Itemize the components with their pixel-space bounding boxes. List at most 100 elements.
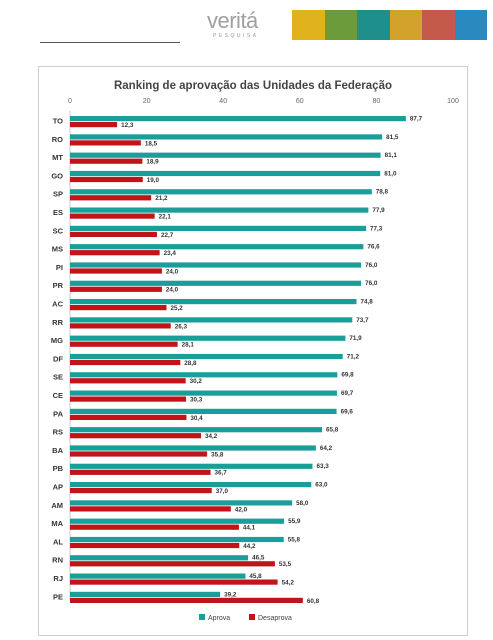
bar-desaprova-go [70, 176, 143, 183]
category-label-pi: PI [56, 263, 63, 272]
data-label-desaprova-rn: 53,5 [279, 561, 292, 568]
x-tick-label: 60 [296, 98, 304, 105]
data-label-aprova-rs: 65,8 [326, 427, 339, 434]
bar-desaprova-ce [70, 396, 187, 402]
category-label-go: GO [51, 171, 63, 180]
bar-desaprova-ma [70, 524, 239, 530]
data-label-desaprova-es: 22,1 [159, 214, 172, 221]
data-label-desaprova-ap: 37,0 [216, 488, 229, 495]
bar-aprova-pi [70, 262, 362, 268]
data-label-aprova-ac: 74,8 [360, 299, 373, 306]
data-label-aprova-sp: 78,8 [376, 189, 389, 196]
data-label-desaprova-rs: 34,2 [205, 433, 218, 440]
chart-frame: Ranking de aprovação das Unidades da Fed… [38, 66, 468, 636]
header-photo-banner [292, 10, 487, 40]
category-label-ms: MS [52, 245, 63, 254]
category-label-pb: PB [53, 464, 64, 473]
category-label-rn: RN [52, 556, 63, 565]
category-label-df: DF [53, 354, 63, 363]
bar-aprova-ac [70, 299, 357, 305]
data-label-desaprova-ms: 23,4 [164, 250, 177, 257]
bar-desaprova-mt [70, 158, 143, 164]
bar-aprova-pe [70, 591, 221, 597]
data-label-aprova-pb: 63,3 [316, 463, 329, 470]
data-label-aprova-ap: 63,0 [315, 482, 328, 489]
category-label-sp: SP [53, 190, 63, 199]
category-label-ac: AC [52, 300, 63, 309]
data-label-desaprova-am: 42,0 [235, 506, 248, 513]
x-tick-label: 20 [143, 98, 151, 105]
data-label-aprova-df: 71,2 [347, 353, 360, 360]
category-label-to: TO [53, 117, 63, 126]
x-tick-label: 40 [219, 98, 227, 105]
bar-desaprova-am [70, 506, 231, 512]
bar-aprova-sp [70, 189, 372, 195]
data-label-desaprova-sp: 21,2 [155, 195, 168, 202]
bar-desaprova-pr [70, 286, 162, 292]
x-tick-label: 100 [447, 98, 459, 105]
data-label-desaprova-sc: 22,7 [161, 232, 174, 239]
data-label-aprova-ba: 64,2 [320, 445, 333, 452]
bar-aprova-ce [70, 390, 337, 396]
bar-desaprova-rj [70, 579, 278, 585]
data-label-aprova-ce: 69,7 [341, 390, 354, 397]
data-label-desaprova-pr: 24,0 [166, 287, 179, 294]
data-label-aprova-rr: 73,7 [356, 317, 369, 324]
category-label-ma: MA [51, 519, 63, 528]
legend-label-desaprova: Desaprova [258, 615, 292, 622]
data-label-aprova-ms: 76,6 [367, 244, 380, 251]
data-label-desaprova-se: 30,2 [190, 378, 203, 385]
bar-aprova-al [70, 536, 284, 543]
legend-swatch-aprova [199, 614, 205, 620]
category-label-rr: RR [52, 318, 63, 327]
verita-logo: veritá PESQUISA [207, 10, 277, 44]
data-label-desaprova-ce: 30,3 [190, 397, 203, 404]
approval-ranking-chart: Ranking de aprovação das Unidades da Fed… [51, 80, 459, 622]
data-label-desaprova-pe: 60,8 [307, 598, 320, 605]
data-label-aprova-mg: 71,9 [349, 335, 362, 342]
category-label-al: AL [53, 537, 63, 546]
data-label-desaprova-ac: 25,2 [171, 305, 184, 312]
data-label-aprova-go: 81,0 [384, 170, 397, 177]
bar-desaprova-rn [70, 561, 275, 567]
bar-aprova-go [70, 170, 381, 177]
data-label-aprova-se: 69,8 [341, 372, 354, 379]
bar-desaprova-rr [70, 323, 171, 329]
category-label-ro: RO [52, 135, 63, 144]
data-label-aprova-to: 87,7 [410, 116, 423, 123]
x-tick-label: 80 [373, 98, 381, 105]
data-label-desaprova-pb: 36,7 [215, 470, 228, 477]
bar-desaprova-ba [70, 451, 208, 457]
data-label-aprova-es: 77,9 [372, 207, 385, 214]
data-label-desaprova-ba: 35,8 [211, 451, 224, 458]
data-label-desaprova-al: 44,2 [243, 543, 256, 550]
bar-aprova-rs [70, 427, 323, 433]
bar-aprova-mg [70, 335, 346, 341]
data-label-desaprova-mt: 18,9 [146, 159, 159, 166]
bar-desaprova-ms [70, 250, 160, 256]
bar-aprova-ms [70, 244, 364, 250]
data-label-aprova-rn: 46,5 [252, 555, 265, 562]
bar-desaprova-se [70, 378, 186, 384]
data-label-aprova-sc: 77,3 [370, 225, 383, 232]
banner-tile-3 [357, 10, 390, 40]
banner-tile-1 [292, 10, 325, 40]
data-label-desaprova-rj: 54,2 [282, 580, 295, 587]
bar-desaprova-pe [70, 597, 303, 603]
bar-aprova-sc [70, 225, 367, 231]
data-label-aprova-rj: 45,8 [249, 573, 262, 580]
data-label-desaprova-go: 19,0 [147, 177, 160, 184]
bar-aprova-ma [70, 518, 285, 524]
banner-tile-5 [422, 10, 455, 40]
bar-aprova-pb [70, 463, 313, 469]
bar-desaprova-sp [70, 195, 152, 201]
data-label-desaprova-df: 28,8 [184, 360, 197, 367]
logo-subtitle: PESQUISA [213, 33, 259, 39]
bar-aprova-pr [70, 280, 362, 286]
bar-aprova-rr [70, 317, 353, 323]
data-label-aprova-ro: 81,5 [386, 134, 399, 141]
banner-tile-2 [324, 10, 357, 40]
data-label-desaprova-rr: 26,3 [175, 323, 188, 330]
data-label-desaprova-ro: 18,5 [145, 140, 158, 147]
data-label-desaprova-pa: 30,4 [190, 415, 203, 422]
